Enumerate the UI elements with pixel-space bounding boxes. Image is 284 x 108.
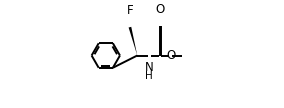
Text: N: N <box>145 61 153 74</box>
Text: O: O <box>166 49 176 62</box>
Text: O: O <box>156 3 165 16</box>
Polygon shape <box>129 27 137 56</box>
Text: F: F <box>127 4 133 17</box>
Text: H: H <box>145 71 153 81</box>
